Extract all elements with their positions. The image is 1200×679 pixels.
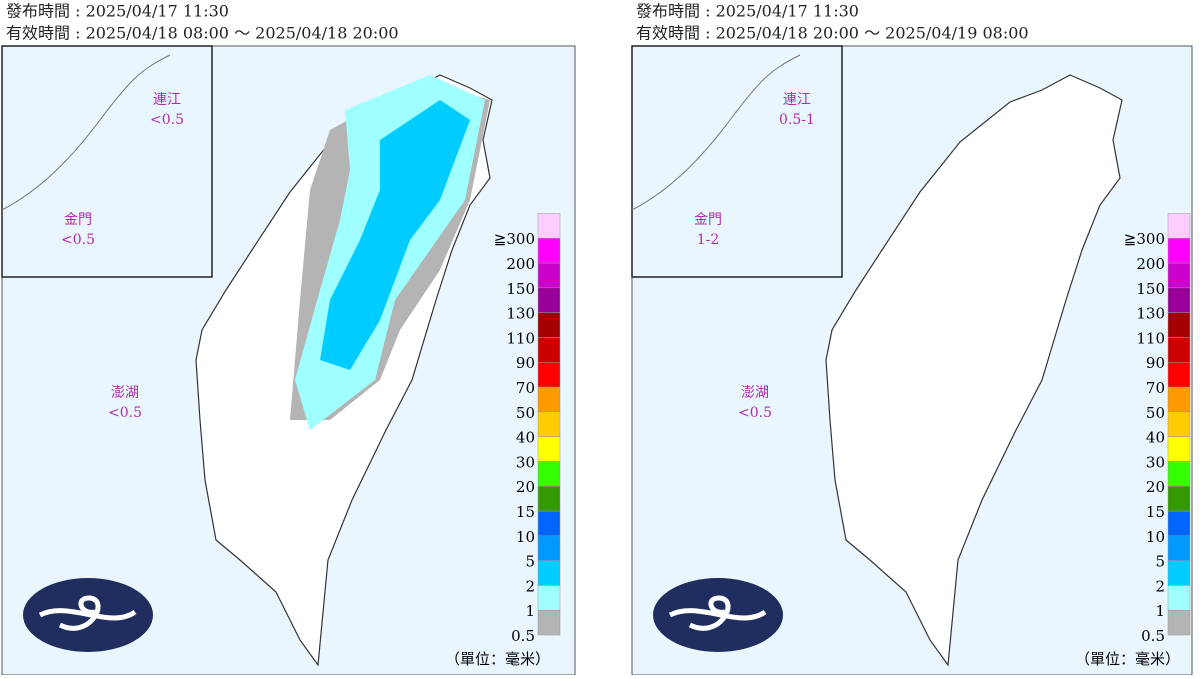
island-value: <0.5 bbox=[150, 112, 184, 128]
island-value: <0.5 bbox=[738, 405, 772, 421]
legend-label: 5 bbox=[1155, 553, 1165, 571]
legend-label: ≧300 bbox=[494, 230, 535, 248]
legend-label: 2 bbox=[1155, 577, 1165, 595]
legend-swatch bbox=[1167, 337, 1191, 363]
island-name: 澎湖 bbox=[111, 385, 139, 401]
island-value: <0.5 bbox=[61, 232, 95, 248]
legend-swatch bbox=[1167, 436, 1191, 462]
legend-swatch bbox=[1167, 287, 1191, 313]
legend-label: 130 bbox=[1136, 305, 1165, 323]
legend-label: 0.5 bbox=[1141, 627, 1165, 645]
legend-swatch bbox=[537, 560, 561, 586]
island-name: 澎湖 bbox=[741, 385, 769, 401]
island-name: 連江 bbox=[153, 92, 181, 108]
legend-swatch bbox=[537, 411, 561, 437]
legend-label: 10 bbox=[1146, 528, 1165, 546]
legend-swatch bbox=[537, 510, 561, 537]
legend-swatch bbox=[1167, 262, 1191, 289]
legend-swatch bbox=[537, 312, 561, 338]
legend-label: 5 bbox=[525, 553, 535, 571]
unit-label: （單位：毫米） bbox=[1075, 650, 1180, 668]
legend-label: 30 bbox=[1146, 453, 1165, 471]
coast bbox=[631, 54, 801, 211]
legend-swatch bbox=[1167, 411, 1191, 437]
legend-label: 50 bbox=[516, 404, 535, 422]
legend-swatch bbox=[537, 262, 561, 289]
panel: 發布時間 : 2025/04/17 11:30 有效時間 : 2025/04/18… bbox=[631, 2, 1193, 676]
legend-label: 15 bbox=[1146, 503, 1165, 521]
legend-label: 70 bbox=[1146, 379, 1165, 397]
legend-swatch bbox=[1167, 237, 1191, 264]
legend-label: 200 bbox=[1136, 255, 1165, 273]
legend-label: 50 bbox=[1146, 404, 1165, 422]
rain-blue bbox=[320, 100, 470, 370]
island-value: <0.5 bbox=[108, 405, 142, 421]
legend-swatch bbox=[537, 237, 561, 264]
legend-swatch bbox=[537, 535, 561, 561]
legend-label: 1 bbox=[525, 602, 535, 620]
logo-swirl bbox=[668, 595, 767, 631]
legend-label: 10 bbox=[516, 528, 535, 546]
legend-label: 30 bbox=[516, 453, 535, 471]
island-name: 金門 bbox=[64, 212, 92, 228]
legend-label: 20 bbox=[1146, 478, 1165, 496]
island-name: 金門 bbox=[694, 212, 722, 228]
legend-label: 150 bbox=[1136, 280, 1165, 298]
legend-swatch bbox=[537, 461, 561, 487]
legend-swatch bbox=[537, 361, 561, 388]
legend-label: 90 bbox=[516, 354, 535, 372]
legend-swatch bbox=[1167, 560, 1191, 586]
legend-swatch bbox=[1167, 510, 1191, 537]
legend-swatch bbox=[537, 609, 561, 636]
legend-swatch bbox=[537, 287, 561, 313]
legend-swatch bbox=[537, 436, 561, 462]
valid-time: 有效時間 : 2025/04/18 08:00 ～ 2025/04/18 20:… bbox=[6, 24, 399, 43]
legend-label: 90 bbox=[1146, 354, 1165, 372]
logo-swirl bbox=[38, 595, 137, 631]
unit-label: （單位：毫米） bbox=[445, 650, 550, 668]
legend-label: 70 bbox=[516, 379, 535, 397]
legend-label: 130 bbox=[506, 305, 535, 323]
legend-swatch bbox=[537, 585, 561, 611]
legend-swatch bbox=[1167, 609, 1191, 636]
island-value: 1-2 bbox=[697, 232, 720, 248]
legend-swatch bbox=[537, 337, 561, 363]
legend-label: 15 bbox=[516, 503, 535, 521]
issue-time: 發布時間 : 2025/04/17 11:30 bbox=[636, 2, 859, 21]
legend-label: 40 bbox=[516, 429, 535, 447]
legend-label: 20 bbox=[516, 478, 535, 496]
taiwan-outline bbox=[825, 74, 1123, 667]
legend-label: 110 bbox=[506, 329, 535, 347]
coast bbox=[1, 54, 171, 211]
legend-swatch bbox=[537, 386, 561, 413]
legend-label: 40 bbox=[1146, 429, 1165, 447]
issue-time: 發布時間 : 2025/04/17 11:30 bbox=[6, 2, 229, 21]
panel: 發布時間 : 2025/04/17 11:30 有效時間 : 2025/04/18… bbox=[1, 2, 576, 676]
legend-label: ≧300 bbox=[1124, 230, 1165, 248]
legend-swatch bbox=[1167, 585, 1191, 611]
legend-label: 200 bbox=[506, 255, 535, 273]
legend-label: 110 bbox=[1136, 329, 1165, 347]
legend-swatch bbox=[1167, 361, 1191, 388]
legend-swatch bbox=[1167, 213, 1191, 239]
legend-swatch bbox=[1167, 386, 1191, 413]
legend-swatch bbox=[1167, 312, 1191, 338]
island-name: 連江 bbox=[783, 92, 811, 108]
island-value: 0.5-1 bbox=[779, 112, 815, 128]
legend-label: 0.5 bbox=[511, 627, 535, 645]
inset-frame bbox=[1, 45, 213, 278]
legend-label: 1 bbox=[1155, 602, 1165, 620]
legend-swatch bbox=[537, 485, 561, 512]
legend-swatch bbox=[537, 213, 561, 239]
legend-swatch bbox=[1167, 461, 1191, 487]
valid-time: 有效時間 : 2025/04/18 20:00 ～ 2025/04/19 08:… bbox=[636, 24, 1029, 43]
legend-swatch bbox=[1167, 485, 1191, 512]
legend-swatch bbox=[1167, 535, 1191, 561]
legend-label: 150 bbox=[506, 280, 535, 298]
inset-frame bbox=[631, 45, 843, 278]
legend-label: 2 bbox=[525, 577, 535, 595]
